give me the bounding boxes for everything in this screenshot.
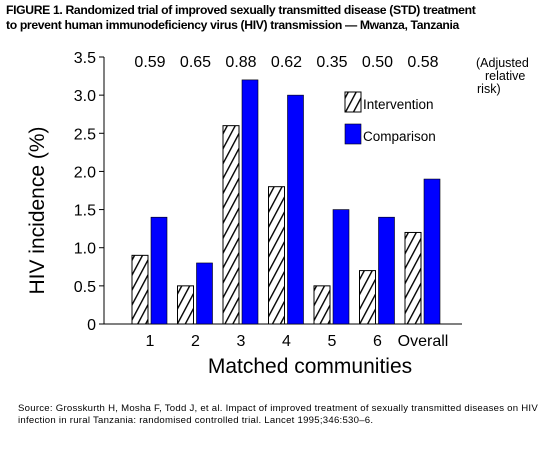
legend-swatch-intervention	[344, 91, 362, 113]
y-tick-label: 1.5	[74, 203, 96, 220]
relative-risk-label: 0.50	[362, 54, 393, 71]
y-tick-label: 3.0	[74, 88, 96, 105]
relative-risk-label: 0.59	[134, 54, 165, 71]
y-tick-label: 2.5	[74, 126, 96, 143]
labels: 0 0.5 1.0 1.5 2.0 2.5 3.0 3.5 HIV incidence (%) 1…	[26, 50, 529, 378]
legend-swatch-comparison	[344, 123, 362, 145]
relative-risk-label: 0.65	[180, 54, 211, 71]
x-tick-label: 1	[146, 333, 155, 350]
bar-comparison	[332, 209, 350, 325]
bar-intervention	[359, 270, 376, 325]
y-axis-title: HIV incidence (%)	[26, 126, 49, 294]
bar-comparison	[150, 216, 168, 325]
bars	[131, 79, 441, 325]
bar-chart: 0 0.5 1.0 1.5 2.0 2.5 3.0 3.5 HIV incidence (%) 1…	[26, 50, 529, 378]
bar-intervention	[222, 125, 240, 325]
legend: Intervention Comparison	[344, 91, 436, 145]
x-tick-label: 5	[328, 333, 337, 350]
bar-comparison	[196, 262, 213, 325]
relative-risk-note-line: relative	[485, 69, 525, 83]
relative-risk-label: 0.58	[407, 54, 438, 71]
y-tick-label: 1.0	[74, 241, 96, 258]
bar-intervention	[313, 285, 331, 325]
bar-intervention	[268, 186, 285, 325]
x-tick-label: 6	[373, 333, 382, 350]
bar-intervention	[131, 254, 149, 325]
bar-intervention	[404, 231, 422, 325]
relative-risk-label: 0.35	[316, 54, 347, 71]
figure-title-line-1: FIGURE 1. Randomized trial of improved s…	[6, 3, 476, 17]
bar-comparison	[423, 178, 441, 325]
x-tick-label: 3	[237, 333, 246, 350]
y-tick-label: 0	[87, 317, 96, 334]
bar-comparison	[241, 79, 259, 325]
bar-intervention	[177, 285, 194, 325]
figure-title-line-2: to prevent human immunodeficiency virus …	[6, 18, 459, 32]
legend-label-comparison: Comparison	[363, 129, 436, 144]
relative-risk-note-line: (Adjusted	[476, 56, 529, 70]
x-tick-label: Overall	[398, 333, 449, 350]
x-axis-title: Matched communities	[208, 355, 412, 378]
figure-title: FIGURE 1. Randomized trial of improved s…	[6, 3, 552, 33]
y-tick-label: 0.5	[74, 279, 96, 296]
x-tick-label: 2	[191, 333, 200, 350]
relative-risk-label: 0.62	[271, 54, 302, 71]
bar-comparison	[378, 216, 395, 325]
bar-comparison	[287, 94, 304, 325]
legend-label-intervention: Intervention	[363, 97, 434, 112]
relative-risk-note-line: risk)	[477, 82, 501, 96]
relative-risk-label: 0.88	[225, 54, 256, 71]
y-tick-label: 3.5	[74, 50, 96, 67]
x-tick-label: 4	[282, 333, 291, 350]
source-citation: Source: Grosskurth H, Mosha F, Todd J, e…	[18, 403, 538, 426]
y-tick-label: 2.0	[74, 164, 96, 181]
